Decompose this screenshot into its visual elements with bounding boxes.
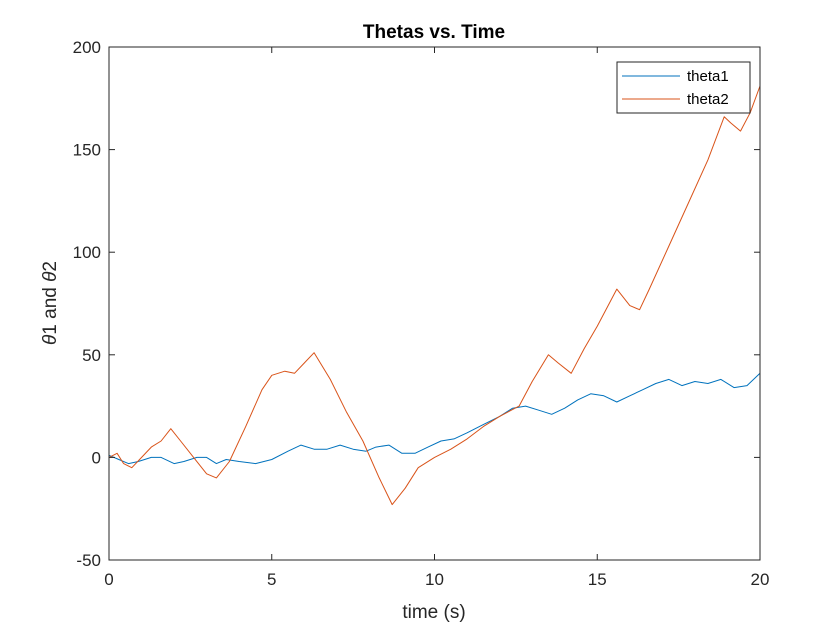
x-axis-label: time (s) (402, 602, 465, 623)
legend-label-theta1: theta1 (687, 68, 729, 85)
y-tick-label: -50 (76, 551, 101, 570)
y-axis-label-theta-symbol: θ (40, 334, 61, 345)
y-tick-label: 200 (73, 38, 101, 57)
x-tick-label: 0 (104, 570, 113, 589)
y-tick-label: 100 (73, 243, 101, 262)
y-axis-label-part: 2 (40, 261, 61, 272)
chart-title: Thetas vs. Time (363, 22, 505, 43)
axes-box (108, 46, 761, 561)
y-tick-label: 150 (73, 141, 101, 160)
legend-box (616, 61, 751, 114)
y-tick-label: 50 (82, 346, 101, 365)
y-axis-label-theta-symbol: θ (40, 271, 61, 282)
plot-lines (108, 85, 761, 506)
y-axis-label: θ1 and θ2 (40, 261, 61, 345)
x-tick-label: 15 (588, 570, 607, 589)
legend-label-theta2: theta2 (687, 91, 729, 108)
x-axis-ticks: 0 5 10 15 20 (104, 47, 769, 589)
series-line-theta1 (108, 372, 761, 465)
y-axis-label-part: 1 and (40, 282, 61, 335)
legend: theta1 theta2 (616, 61, 751, 114)
x-tick-label: 10 (425, 570, 444, 589)
x-tick-label: 5 (267, 570, 276, 589)
y-axis-ticks: -50 0 50 100 150 200 (73, 38, 760, 570)
y-tick-label: 0 (92, 448, 101, 467)
x-tick-label: 20 (751, 570, 770, 589)
series-line-theta2 (108, 85, 761, 506)
